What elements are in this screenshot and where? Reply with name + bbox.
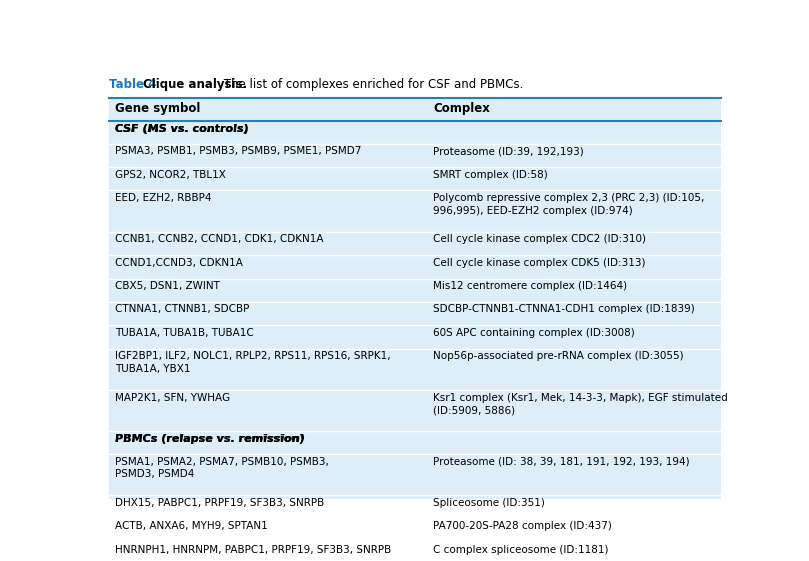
Text: TUBA1A, TUBA1B, TUBA1C: TUBA1A, TUBA1B, TUBA1C (115, 328, 254, 338)
Text: The list of complexes enriched for CSF and PBMCs.: The list of complexes enriched for CSF a… (219, 78, 523, 91)
Text: Proteasome (ID:39, 192,193): Proteasome (ID:39, 192,193) (434, 146, 584, 157)
Text: Table 4: Table 4 (108, 78, 156, 91)
Bar (108, 495, 721, 519)
Text: PBMCs (relapse vs. remission): PBMCs (relapse vs. remission) (115, 434, 304, 444)
Text: Polycomb repressive complex 2,3 (PRC 2,3) (ID:105,
996,995), EED-EZH2 complex (I: Polycomb repressive complex 2,3 (PRC 2,3… (434, 193, 705, 216)
Bar (108, 190, 721, 232)
Text: Complex: Complex (434, 102, 490, 115)
Bar (108, 167, 721, 190)
Text: SMRT complex (ID:58): SMRT complex (ID:58) (434, 169, 549, 180)
Bar (108, 144, 721, 167)
Bar (108, 279, 721, 302)
Text: Cell cycle kinase complex CDC2 (ID:310): Cell cycle kinase complex CDC2 (ID:310) (434, 234, 646, 245)
Bar (108, 325, 721, 348)
Text: CCND1,CCND3, CDKN1A: CCND1,CCND3, CDKN1A (115, 258, 243, 268)
Text: CTNNA1, CTNNB1, SDCBP: CTNNA1, CTNNB1, SDCBP (115, 305, 249, 315)
Bar (108, 232, 721, 255)
Text: CSF (MS vs. controls): CSF (MS vs. controls) (115, 124, 248, 134)
Text: Clique analysis.: Clique analysis. (143, 78, 248, 91)
Bar (108, 519, 721, 542)
Text: Mis12 centromere complex (ID:1464): Mis12 centromere complex (ID:1464) (434, 281, 628, 291)
Bar (108, 98, 721, 121)
Text: CSF (MS vs. controls): CSF (MS vs. controls) (115, 124, 248, 134)
Text: EED, EZH2, RBBP4: EED, EZH2, RBBP4 (115, 193, 211, 203)
Bar (108, 390, 721, 431)
Text: SDCBP-CTNNB1-CTNNA1-CDH1 complex (ID:1839): SDCBP-CTNNB1-CTNNA1-CDH1 complex (ID:183… (434, 305, 695, 315)
Text: DHX15, PABPC1, PRPF19, SF3B3, SNRPB: DHX15, PABPC1, PRPF19, SF3B3, SNRPB (115, 498, 324, 508)
Text: Cell cycle kinase complex CDK5 (ID:313): Cell cycle kinase complex CDK5 (ID:313) (434, 258, 646, 268)
Text: PBMCs (relapse vs. remission): PBMCs (relapse vs. remission) (115, 434, 305, 444)
Text: Gene symbol: Gene symbol (115, 102, 201, 115)
Text: IGF2BP1, ILF2, NOLC1, RPLP2, RPS11, RPS16, SRPK1,
TUBA1A, YBX1: IGF2BP1, ILF2, NOLC1, RPLP2, RPS11, RPS1… (115, 351, 391, 374)
Text: CCNB1, CCNB2, CCND1, CDK1, CDKN1A: CCNB1, CCNB2, CCND1, CDK1, CDKN1A (115, 234, 324, 245)
Bar (108, 121, 721, 144)
Text: PSMA1, PSMA2, PSMA7, PSMB10, PSMB3,
PSMD3, PSMD4: PSMA1, PSMA2, PSMA7, PSMB10, PSMB3, PSMD… (115, 457, 328, 479)
Text: Spliceosome (ID:351): Spliceosome (ID:351) (434, 498, 545, 508)
Text: 60S APC containing complex (ID:3008): 60S APC containing complex (ID:3008) (434, 328, 635, 338)
Bar (108, 302, 721, 325)
Text: PA700-20S-PA28 complex (ID:437): PA700-20S-PA28 complex (ID:437) (434, 521, 612, 531)
Bar (108, 255, 721, 279)
Text: Nop56p-associated pre-rRNA complex (ID:3055): Nop56p-associated pre-rRNA complex (ID:3… (434, 351, 684, 361)
Text: GPS2, NCOR2, TBL1X: GPS2, NCOR2, TBL1X (115, 169, 226, 180)
Text: CBX5, DSN1, ZWINT: CBX5, DSN1, ZWINT (115, 281, 220, 291)
Bar (108, 348, 721, 390)
Text: ACTB, ANXA6, MYH9, SPTAN1: ACTB, ANXA6, MYH9, SPTAN1 (115, 521, 268, 531)
Text: Ksr1 complex (Ksr1, Mek, 14-3-3, Mapk), EGF stimulated
(ID:5909, 5886): Ksr1 complex (Ksr1, Mek, 14-3-3, Mapk), … (434, 393, 728, 415)
Text: PSMA3, PSMB1, PSMB3, PSMB9, PSME1, PSMD7: PSMA3, PSMB1, PSMB3, PSMB9, PSME1, PSMD7 (115, 146, 362, 157)
Bar (108, 431, 721, 454)
Text: HNRNPH1, HNRNPM, PABPC1, PRPF19, SF3B3, SNRPB: HNRNPH1, HNRNPM, PABPC1, PRPF19, SF3B3, … (115, 545, 392, 555)
Text: C complex spliceosome (ID:1181): C complex spliceosome (ID:1181) (434, 545, 609, 555)
Bar (108, 454, 721, 495)
Text: Proteasome (ID: 38, 39, 181, 191, 192, 193, 194): Proteasome (ID: 38, 39, 181, 191, 192, 1… (434, 457, 690, 467)
Bar (108, 542, 721, 561)
Text: MAP2K1, SFN, YWHAG: MAP2K1, SFN, YWHAG (115, 393, 230, 403)
